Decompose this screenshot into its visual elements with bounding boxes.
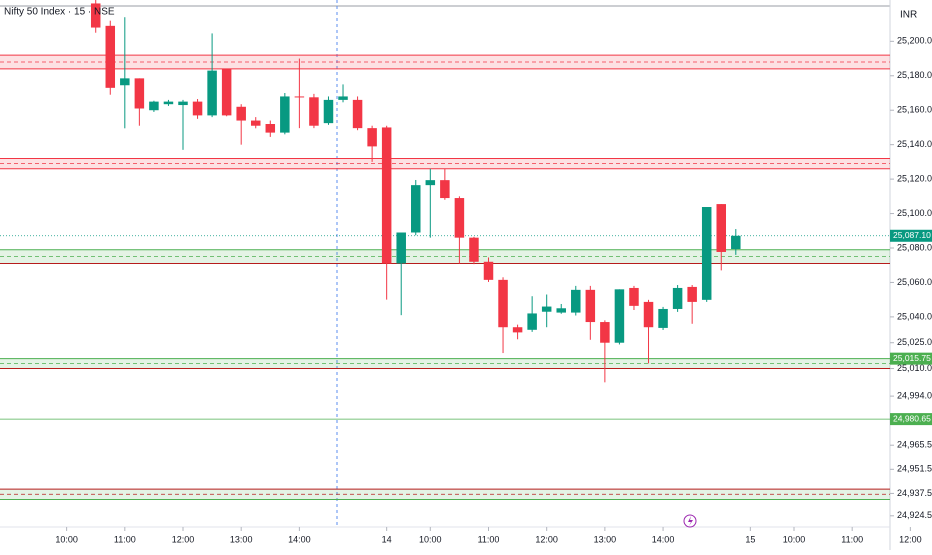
x-tick-label: 15 <box>745 534 755 544</box>
candle-body <box>236 106 246 121</box>
y-tick-label: 25,120.00 <box>897 173 932 183</box>
candle-body <box>352 99 363 129</box>
y-tick-label: 25,100.00 <box>897 208 932 218</box>
x-tick-label: 12:00 <box>899 534 922 544</box>
x-tick-label: 14:00 <box>288 534 311 544</box>
candle-body <box>541 306 552 312</box>
price-tag-label: 25,087.10 <box>893 230 931 240</box>
x-tick-label: 14:00 <box>652 534 675 544</box>
candle-body <box>163 101 174 105</box>
candle-body <box>178 101 188 106</box>
y-tick-label: 25,060.00 <box>897 277 932 287</box>
event-icon[interactable] <box>683 514 697 528</box>
candle-body <box>250 120 261 126</box>
candle-body <box>294 96 305 98</box>
y-tick-label: 25,140.00 <box>897 139 932 149</box>
y-tick-label: 25,200.00 <box>897 36 932 46</box>
candle-body <box>643 301 654 328</box>
price-tag <box>890 413 932 426</box>
candle-body <box>629 287 639 306</box>
candle-body <box>309 97 319 126</box>
x-tick-label: 10:00 <box>783 534 806 544</box>
x-tick-label: 10:00 <box>419 534 442 544</box>
x-tick-label: 12:00 <box>535 534 558 544</box>
candle-body <box>192 101 203 116</box>
chart-title: Nifty 50 Index · 15 · NSE <box>4 7 115 18</box>
candle-body <box>134 78 145 109</box>
x-tick-label: 13:00 <box>230 534 253 544</box>
candle-body <box>221 68 232 116</box>
x-tick-label: 13:00 <box>594 534 617 544</box>
candle-body <box>323 99 334 124</box>
candle-body <box>280 96 290 133</box>
currency: INR <box>900 10 917 21</box>
candle-body <box>381 127 392 264</box>
y-tick-label: 24,924.50 <box>897 510 932 520</box>
candle-body <box>90 3 101 28</box>
candle-body <box>731 235 741 250</box>
y-tick-label: 25,080.00 <box>897 242 932 252</box>
candle-body <box>440 180 450 199</box>
plot-area <box>0 0 890 500</box>
candle-body <box>149 101 159 111</box>
x-tick-label: 14 <box>382 534 392 544</box>
candle-body <box>120 78 130 86</box>
candle-body <box>454 198 465 238</box>
candle-body <box>571 289 581 313</box>
candle-body <box>483 261 494 280</box>
x-tick-label: 11:00 <box>114 534 136 544</box>
x-tick-label: 11:00 <box>478 534 500 544</box>
price-tag-label: 25,015.75 <box>893 353 931 363</box>
y-tick-label: 24,951.50 <box>897 464 932 474</box>
candle-body <box>411 185 421 233</box>
y-tick-label: 25,180.00 <box>897 70 932 80</box>
candle-body <box>105 25 116 88</box>
x-tick-label: 12:00 <box>172 534 195 544</box>
x-tick-label: 11:00 <box>841 534 863 544</box>
price-tag <box>890 229 932 242</box>
candle-body <box>672 287 683 309</box>
y-tick-label: 24,994.00 <box>897 390 932 400</box>
candle-body <box>512 327 523 333</box>
candle-body <box>600 322 610 343</box>
candle-body <box>687 286 697 302</box>
candle-body <box>338 96 348 100</box>
candle-body <box>716 204 727 252</box>
y-tick-label: 25,025.00 <box>897 337 932 347</box>
y-tick-label: 24,965.50 <box>897 440 932 450</box>
candle-body <box>658 308 668 328</box>
x-tick-label: 10:00 <box>55 534 78 544</box>
candle-body <box>425 180 436 186</box>
candle-body <box>265 124 276 133</box>
y-tick-label: 25,160.00 <box>897 105 932 115</box>
y-tick-label: 24,937.50 <box>897 488 932 498</box>
price-tag-label: 24,980.65 <box>893 413 931 423</box>
candle-body <box>396 232 406 264</box>
y-tick-label: 25,040.00 <box>897 311 932 321</box>
y-tick-label: 25,010.00 <box>897 363 932 373</box>
candle-body <box>585 289 596 323</box>
candle-body <box>556 308 566 313</box>
candle-body <box>614 289 625 343</box>
candle-body <box>469 237 479 262</box>
candle-body <box>207 70 217 116</box>
candle-body <box>527 313 537 330</box>
candle-body <box>367 128 377 147</box>
price-tag <box>890 352 932 365</box>
event-bolt <box>688 516 693 526</box>
candle-body <box>498 279 508 328</box>
candle-body <box>701 207 712 300</box>
